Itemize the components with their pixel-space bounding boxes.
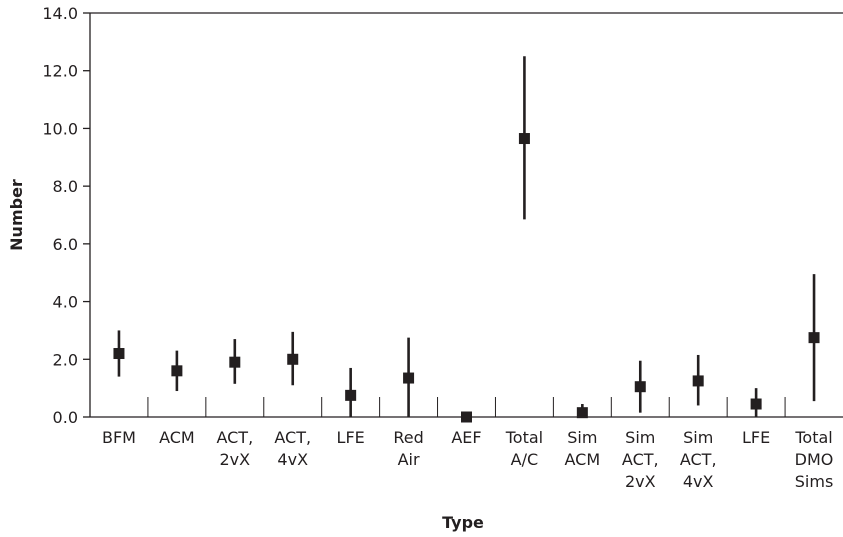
data-point xyxy=(403,372,415,384)
x-tick-label: Sim ACT, 2vX xyxy=(622,428,659,491)
x-axis-title: Type xyxy=(442,513,484,532)
data-point xyxy=(634,381,646,393)
x-tick-label-line: A/C xyxy=(511,450,539,469)
y-tick-label: 8.0 xyxy=(53,177,78,196)
data-point xyxy=(576,407,588,419)
x-tick-label-line: Sims xyxy=(795,472,834,491)
data-point xyxy=(345,389,357,401)
y-tick-label: 14.0 xyxy=(42,4,78,23)
x-tick-label: BFM xyxy=(102,428,136,447)
x-tick-label: Total A/C xyxy=(505,428,543,469)
data-point xyxy=(171,365,183,377)
x-tick-label-line: 2vX xyxy=(220,450,251,469)
x-tick-label-line: Sim xyxy=(625,428,655,447)
x-tick-label-line: BFM xyxy=(102,428,136,447)
x-tick-label-line: Sim xyxy=(683,428,713,447)
x-tick-label-line: DMO xyxy=(795,450,834,469)
data-point xyxy=(692,375,704,387)
y-tick-label: 12.0 xyxy=(42,62,78,81)
x-tick-label: Red Air xyxy=(393,428,423,469)
data-point xyxy=(518,133,530,145)
axes xyxy=(89,12,843,418)
x-tick-label-line: 2vX xyxy=(625,472,656,491)
x-tick-label-line: 4vX xyxy=(683,472,714,491)
x-tick-label-line: Total xyxy=(505,428,543,447)
x-tick-label-line: Total xyxy=(794,428,832,447)
x-tick-label-line: Air xyxy=(398,450,420,469)
x-tick-label-line: ACT, xyxy=(680,450,717,469)
x-tick-label-line: 4vX xyxy=(277,450,308,469)
y-axis-ticks: 0.0 2.0 4.0 6.0 8.0 10.0 12.0 14.0 xyxy=(42,4,90,427)
x-tick-label: LFE xyxy=(337,428,365,447)
x-tick-label: Sim ACT, 4vX xyxy=(680,428,717,491)
x-tick-label: ACT, 2vX xyxy=(216,428,253,469)
x-tick-label-line: AEF xyxy=(451,428,481,447)
x-tick-label-line: ACM xyxy=(565,450,601,469)
x-tick-label-line: ACT, xyxy=(622,450,659,469)
data-point xyxy=(113,348,125,360)
x-tick-label: Sim ACM xyxy=(565,428,601,469)
data-point xyxy=(461,411,472,423)
data-point xyxy=(750,398,762,410)
x-tick-label-line: LFE xyxy=(337,428,365,447)
x-tick-label-line: Red xyxy=(393,428,423,447)
data-point xyxy=(229,356,241,368)
x-tick-label-line: ACT, xyxy=(274,428,311,447)
y-axis-title: Number xyxy=(7,179,26,251)
x-axis-ticks: BFM ACM ACT, 2vX ACT, 4vX LFE Red Air AEF Total A/C… xyxy=(102,397,833,491)
x-tick-label-line: Sim xyxy=(567,428,597,447)
x-tick-label: AEF xyxy=(451,428,481,447)
x-tick-label-line: LFE xyxy=(742,428,770,447)
y-tick-label: 2.0 xyxy=(53,350,78,369)
x-tick-label: Total DMO Sims xyxy=(794,428,833,491)
x-tick-label: ACT, 4vX xyxy=(274,428,311,469)
x-tick-label: LFE xyxy=(742,428,770,447)
y-tick-label: 6.0 xyxy=(53,235,78,254)
y-tick-label: 10.0 xyxy=(42,119,78,138)
y-tick-label: 4.0 xyxy=(53,293,78,312)
data-marks xyxy=(113,56,820,423)
x-tick-label-line: ACM xyxy=(159,428,195,447)
y-tick-label: 0.0 xyxy=(53,408,78,427)
data-point xyxy=(808,332,820,344)
data-point xyxy=(287,353,299,365)
x-tick-label-line: ACT, xyxy=(216,428,253,447)
x-tick-label: ACM xyxy=(159,428,195,447)
